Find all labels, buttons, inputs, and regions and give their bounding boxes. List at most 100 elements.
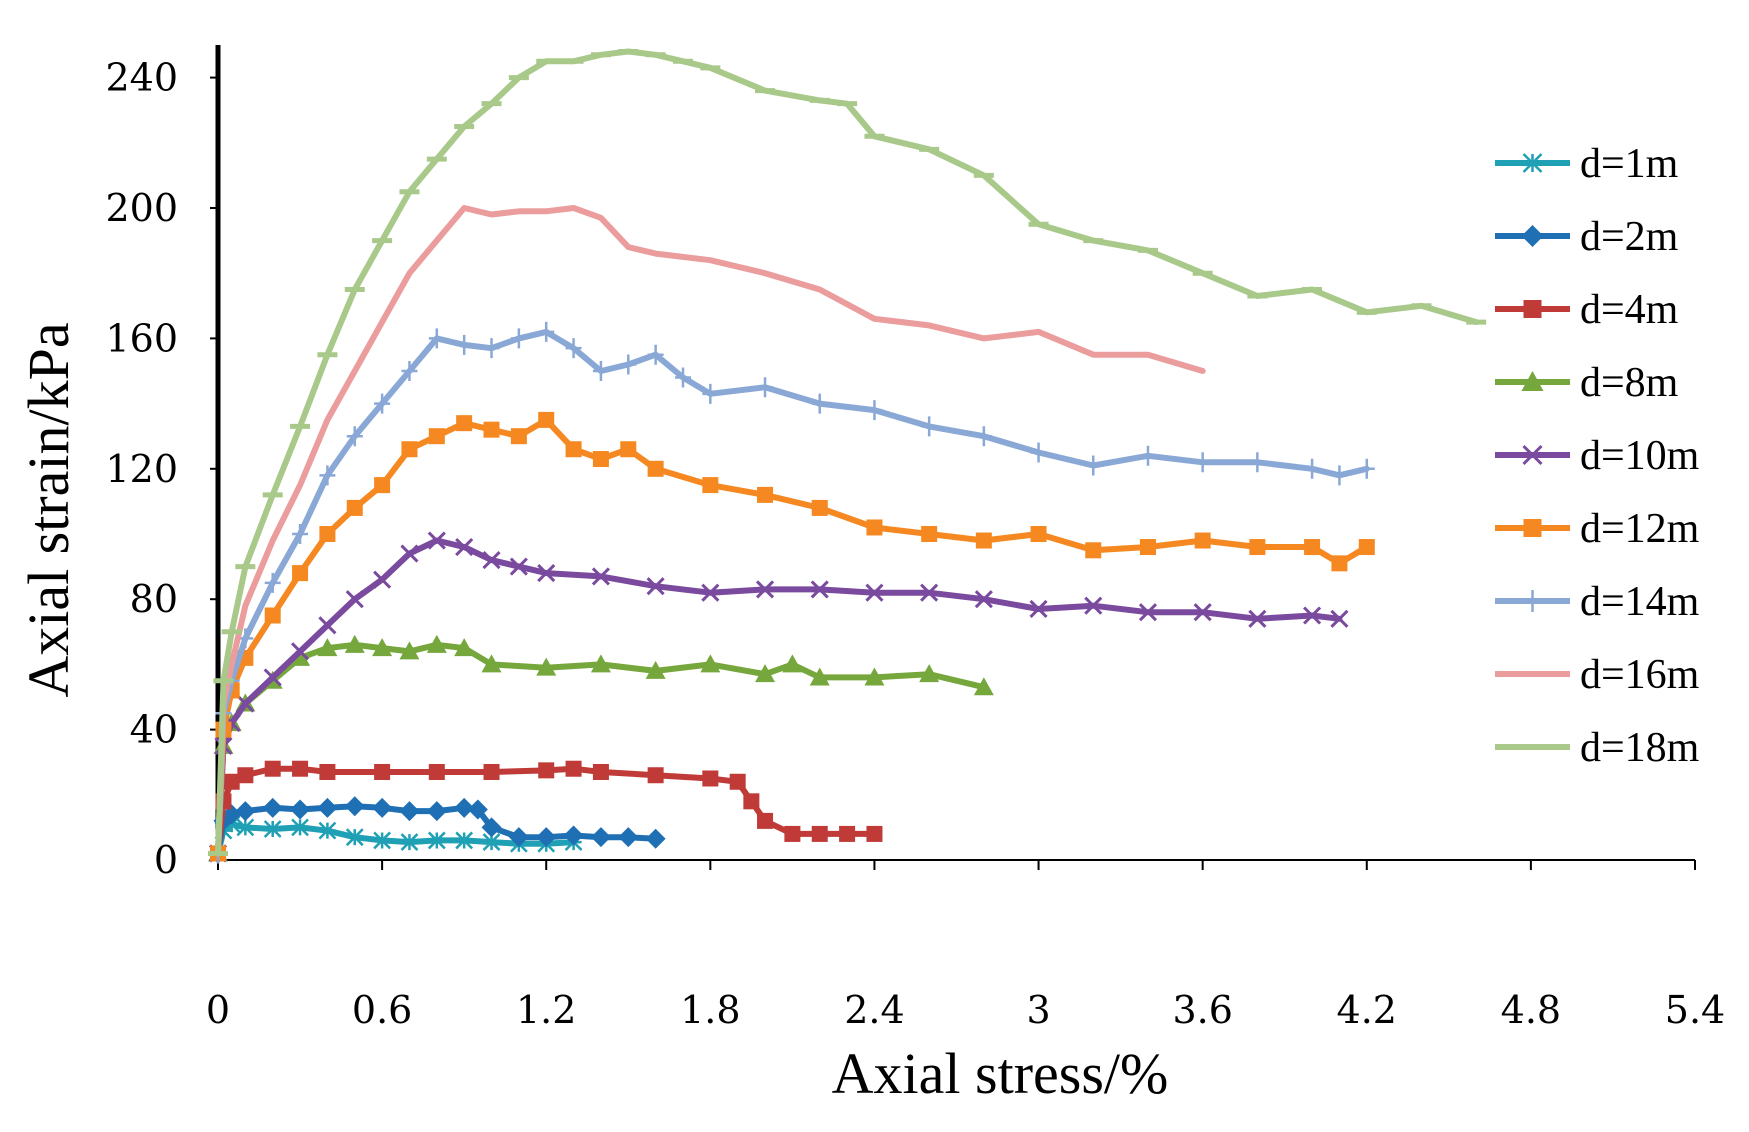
data-point: [508, 827, 529, 848]
data-point: [757, 486, 774, 503]
data-point: [428, 763, 445, 780]
legend-label: d=1m: [1580, 141, 1679, 187]
data-point: [318, 821, 337, 840]
data-point: [973, 677, 994, 696]
y-tick-label: 160: [105, 316, 178, 360]
data-point: [975, 426, 992, 447]
series-line: [215, 205, 1206, 857]
data-point: [592, 451, 609, 468]
data-point: [809, 667, 830, 686]
data-point: [427, 531, 446, 550]
series-d=2m: [208, 796, 666, 864]
legend-label: d=2m: [1580, 214, 1679, 260]
legend-marker: [1523, 300, 1542, 318]
data-point: [811, 825, 828, 842]
data-point: [700, 654, 721, 673]
data-point: [839, 825, 856, 842]
data-point: [345, 828, 364, 847]
data-point: [344, 634, 365, 653]
data-point: [810, 580, 829, 599]
x-tick-label: 0: [206, 988, 230, 1032]
data-point: [292, 524, 309, 544]
x-tick-label: 5.4: [1665, 988, 1725, 1032]
data-point: [1085, 542, 1102, 559]
data-point: [921, 526, 938, 542]
legend-item: d=14m: [1495, 579, 1700, 625]
data-point: [221, 804, 242, 825]
data-point: [537, 564, 556, 583]
legend-label: d=12m: [1580, 506, 1700, 552]
data-point: [401, 361, 418, 381]
data-point: [292, 565, 309, 582]
y-tick-label: 200: [105, 186, 178, 230]
legend-item: d=8m: [1495, 360, 1679, 406]
data-point: [426, 634, 447, 653]
data-point: [1139, 539, 1156, 556]
data-point: [755, 580, 775, 599]
data-point: [1358, 458, 1375, 479]
data-point: [866, 400, 883, 421]
legend-item: d=10m: [1495, 433, 1700, 479]
data-point: [319, 763, 336, 780]
data-point: [401, 441, 418, 458]
data-point: [482, 833, 501, 851]
series-line: [215, 416, 1370, 857]
data-point: [1249, 539, 1266, 556]
data-point: [975, 532, 992, 549]
data-point: [290, 642, 310, 661]
data-point: [467, 799, 488, 820]
x-axis-title: Axial stress/%: [832, 1041, 1169, 1106]
data-point: [454, 797, 475, 818]
data-point: [743, 793, 760, 810]
legend-label: d=16m: [1580, 652, 1700, 698]
data-point: [565, 760, 582, 777]
data-point: [374, 477, 391, 494]
data-point: [318, 616, 337, 635]
data-point: [346, 499, 363, 516]
data-point: [236, 818, 255, 837]
data-point: [538, 411, 555, 428]
data-point: [1194, 452, 1211, 473]
data-point: [755, 664, 776, 683]
data-point: [1194, 532, 1211, 549]
x-tick-label: 4.2: [1337, 988, 1397, 1032]
series-line: [215, 821, 577, 857]
data-point: [483, 338, 500, 359]
data-point: [400, 833, 419, 851]
data-point: [455, 831, 474, 850]
x-tick-label: 4.8: [1501, 988, 1561, 1032]
x-tick-label: 2.4: [844, 988, 904, 1032]
data-point: [427, 831, 446, 850]
data-point: [400, 544, 419, 563]
legend-marker: [1521, 225, 1544, 247]
x-tick-label: 0.6: [352, 988, 412, 1032]
y-tick-label: 40: [130, 708, 178, 752]
x-tick-label: 1.8: [680, 988, 740, 1032]
data-point: [538, 321, 555, 342]
data-point: [290, 647, 311, 666]
series-d=12m: [210, 411, 1375, 862]
data-point: [1249, 452, 1266, 473]
legend-label: d=14m: [1580, 579, 1700, 625]
data-point: [263, 668, 282, 687]
data-point: [565, 338, 582, 359]
series-line: [215, 48, 1480, 857]
series-d=18m: [208, 48, 1487, 857]
data-point: [536, 657, 557, 676]
legend-marker: [1523, 519, 1542, 537]
y-tick-label: 80: [130, 577, 178, 621]
data-point: [372, 638, 393, 657]
data-point: [1331, 555, 1348, 572]
data-point: [455, 537, 474, 557]
data-point: [223, 773, 240, 790]
data-point: [591, 567, 610, 586]
data-point: [1029, 599, 1048, 619]
data-point: [319, 465, 336, 486]
data-point: [346, 426, 363, 447]
legend-label: d=4m: [1580, 287, 1679, 333]
data-point: [428, 328, 445, 349]
y-tick-label: 240: [105, 56, 178, 100]
data-point: [590, 654, 611, 673]
series-layer: [208, 48, 1487, 864]
